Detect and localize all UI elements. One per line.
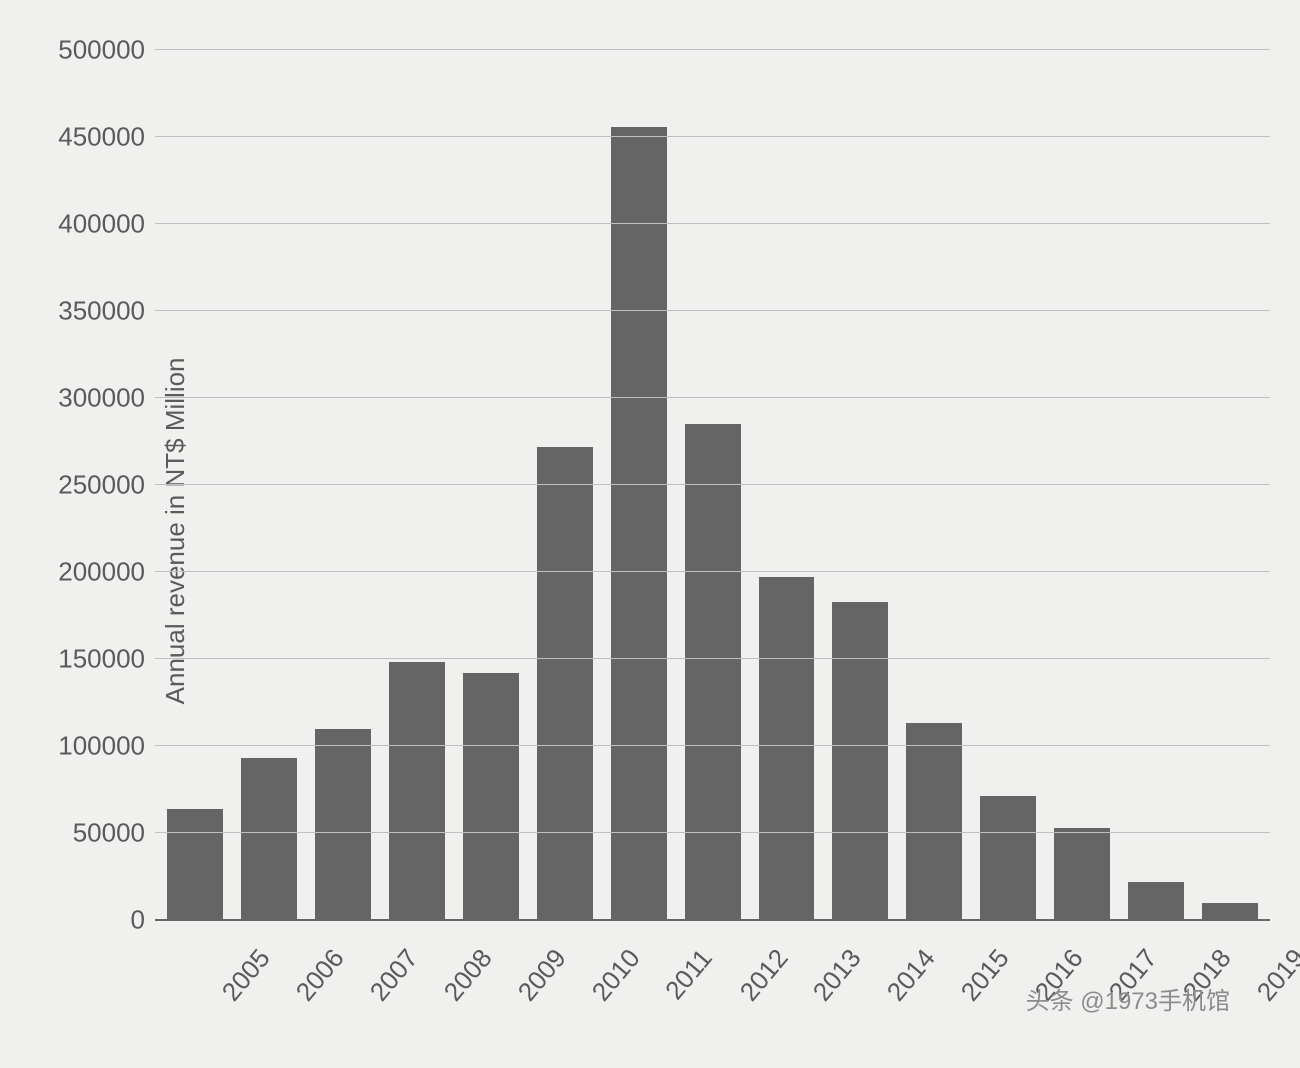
- y-tick-label: 0: [131, 905, 145, 936]
- y-tick-label: 250000: [58, 470, 145, 501]
- gridline: [155, 223, 1270, 224]
- y-tick-label: 500000: [58, 35, 145, 66]
- x-tick-slot: 2013: [759, 925, 815, 1025]
- y-tick-label: 150000: [58, 644, 145, 675]
- bar: [389, 662, 445, 920]
- bar: [241, 758, 297, 920]
- bar: [315, 729, 371, 920]
- plot-area: 0500001000001500002000002500003000003500…: [155, 50, 1270, 920]
- bar: [1128, 882, 1184, 920]
- x-tick-slot: 2006: [241, 925, 297, 1025]
- x-tick-slot: 2016: [980, 925, 1036, 1025]
- x-tick-slot: 2017: [1054, 925, 1110, 1025]
- bar: [463, 673, 519, 920]
- bar: [980, 796, 1036, 920]
- bar: [832, 602, 888, 920]
- bar: [906, 723, 962, 920]
- revenue-chart: Annual revenue in NT$ Million 0500001000…: [0, 0, 1300, 1068]
- x-tick-slot: 2009: [463, 925, 519, 1025]
- x-tick-slot: 2014: [832, 925, 888, 1025]
- x-tick-label: 2019: [1251, 943, 1300, 1007]
- y-tick-label: 300000: [58, 383, 145, 414]
- x-axis-labels: 2005 2006 2007 2008 2009 2010 2011 2012 2013 2014…: [155, 925, 1270, 1025]
- gridline: [155, 658, 1270, 659]
- gridline: [155, 310, 1270, 311]
- gridline: [155, 49, 1270, 50]
- y-tick-label: 200000: [58, 557, 145, 588]
- x-tick-slot: 2011: [611, 925, 667, 1025]
- bar: [611, 127, 667, 920]
- x-tick-slot: 2005: [167, 925, 223, 1025]
- bar: [1202, 903, 1258, 920]
- x-tick-slot: 2015: [906, 925, 962, 1025]
- gridline: [155, 136, 1270, 137]
- y-tick-label: 350000: [58, 296, 145, 327]
- y-tick-label: 450000: [58, 122, 145, 153]
- bar: [1054, 828, 1110, 920]
- gridline: [155, 571, 1270, 572]
- gridline: [155, 484, 1270, 485]
- y-tick-label: 50000: [73, 818, 145, 849]
- gridline: [155, 397, 1270, 398]
- gridline: [155, 745, 1270, 746]
- bars-container: [155, 50, 1270, 920]
- x-tick-slot: 2019: [1202, 925, 1258, 1025]
- bar: [685, 424, 741, 920]
- y-tick-label: 400000: [58, 209, 145, 240]
- gridline: [155, 832, 1270, 833]
- x-tick-slot: 2010: [537, 925, 593, 1025]
- x-tick-slot: 2007: [315, 925, 371, 1025]
- bar: [759, 577, 815, 920]
- x-tick-slot: 2018: [1128, 925, 1184, 1025]
- bar: [167, 809, 223, 920]
- x-tick-slot: 2008: [389, 925, 445, 1025]
- x-tick-slot: 2012: [685, 925, 741, 1025]
- y-tick-label: 100000: [58, 731, 145, 762]
- bar: [537, 447, 593, 920]
